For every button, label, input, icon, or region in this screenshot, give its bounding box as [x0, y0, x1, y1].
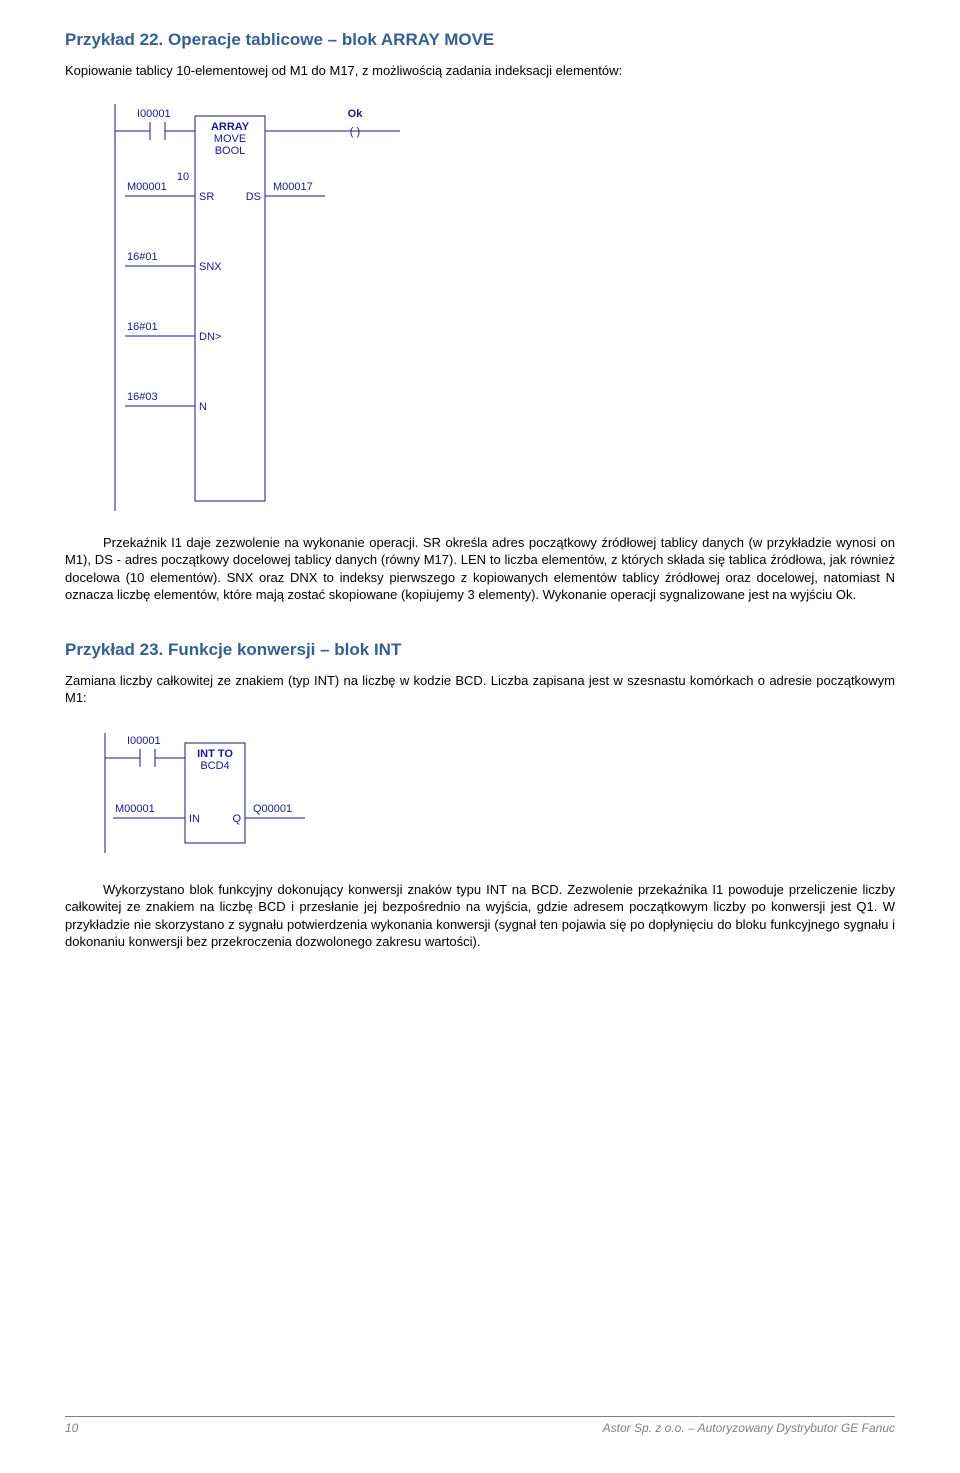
svg-text:I00001: I00001: [137, 108, 171, 120]
ex23-para1: Wykorzystano blok funkcyjny dokonujący k…: [65, 881, 895, 951]
svg-text:DS: DS: [246, 191, 261, 203]
svg-text:M00001: M00001: [127, 181, 167, 193]
svg-text:M00001: M00001: [115, 803, 155, 815]
ex23-diagram: I00001 INT TOBCD4 M00001 IN Q Q00001: [65, 723, 895, 863]
ex22-diagram: I00001 ARRAYMOVEBOOL Ok ( ) M00001 SR 10 DS M000…: [65, 96, 895, 516]
svg-text:I00001: I00001: [127, 735, 161, 747]
svg-text:ARRAY: ARRAY: [211, 121, 250, 133]
svg-text:Q00001: Q00001: [253, 803, 292, 815]
svg-text:10: 10: [177, 171, 189, 183]
ex23-intro: Zamiana liczby całkowitej ze znakiem (ty…: [65, 672, 895, 707]
ex22-para1: Przekaźnik I1 daje zezwolenie na wykonan…: [65, 534, 895, 604]
svg-text:16#01: 16#01: [127, 321, 158, 333]
svg-text:16#03: 16#03: [127, 391, 158, 403]
svg-text:Q: Q: [232, 813, 241, 825]
ex22-intro: Kopiowanie tablicy 10-elementowej od M1 …: [65, 62, 895, 80]
svg-text:16#01: 16#01: [127, 251, 158, 263]
svg-text:INT TO: INT TO: [197, 748, 233, 760]
svg-text:BOOL: BOOL: [215, 145, 246, 157]
svg-text:M00017: M00017: [273, 181, 313, 193]
svg-text:( ): ( ): [350, 126, 360, 138]
ex22-heading: Przykład 22. Operacje tablicowe – blok A…: [65, 30, 895, 50]
svg-text:Ok: Ok: [348, 108, 364, 120]
svg-text:IN: IN: [189, 813, 200, 825]
svg-text:SR: SR: [199, 191, 214, 203]
page-footer: 10 Astor Sp. z o.o. – Autoryzowany Dystr…: [65, 1416, 895, 1435]
svg-text:DN>: DN>: [199, 331, 221, 343]
ex23-heading: Przykład 23. Funkcje konwersji – blok IN…: [65, 640, 895, 660]
page-number: 10: [65, 1421, 78, 1435]
svg-text:BCD4: BCD4: [200, 760, 229, 772]
svg-text:SNX: SNX: [199, 261, 222, 273]
footer-right: Astor Sp. z o.o. – Autoryzowany Dystrybu…: [603, 1421, 895, 1435]
svg-text:N: N: [199, 401, 207, 413]
svg-text:MOVE: MOVE: [214, 133, 246, 145]
